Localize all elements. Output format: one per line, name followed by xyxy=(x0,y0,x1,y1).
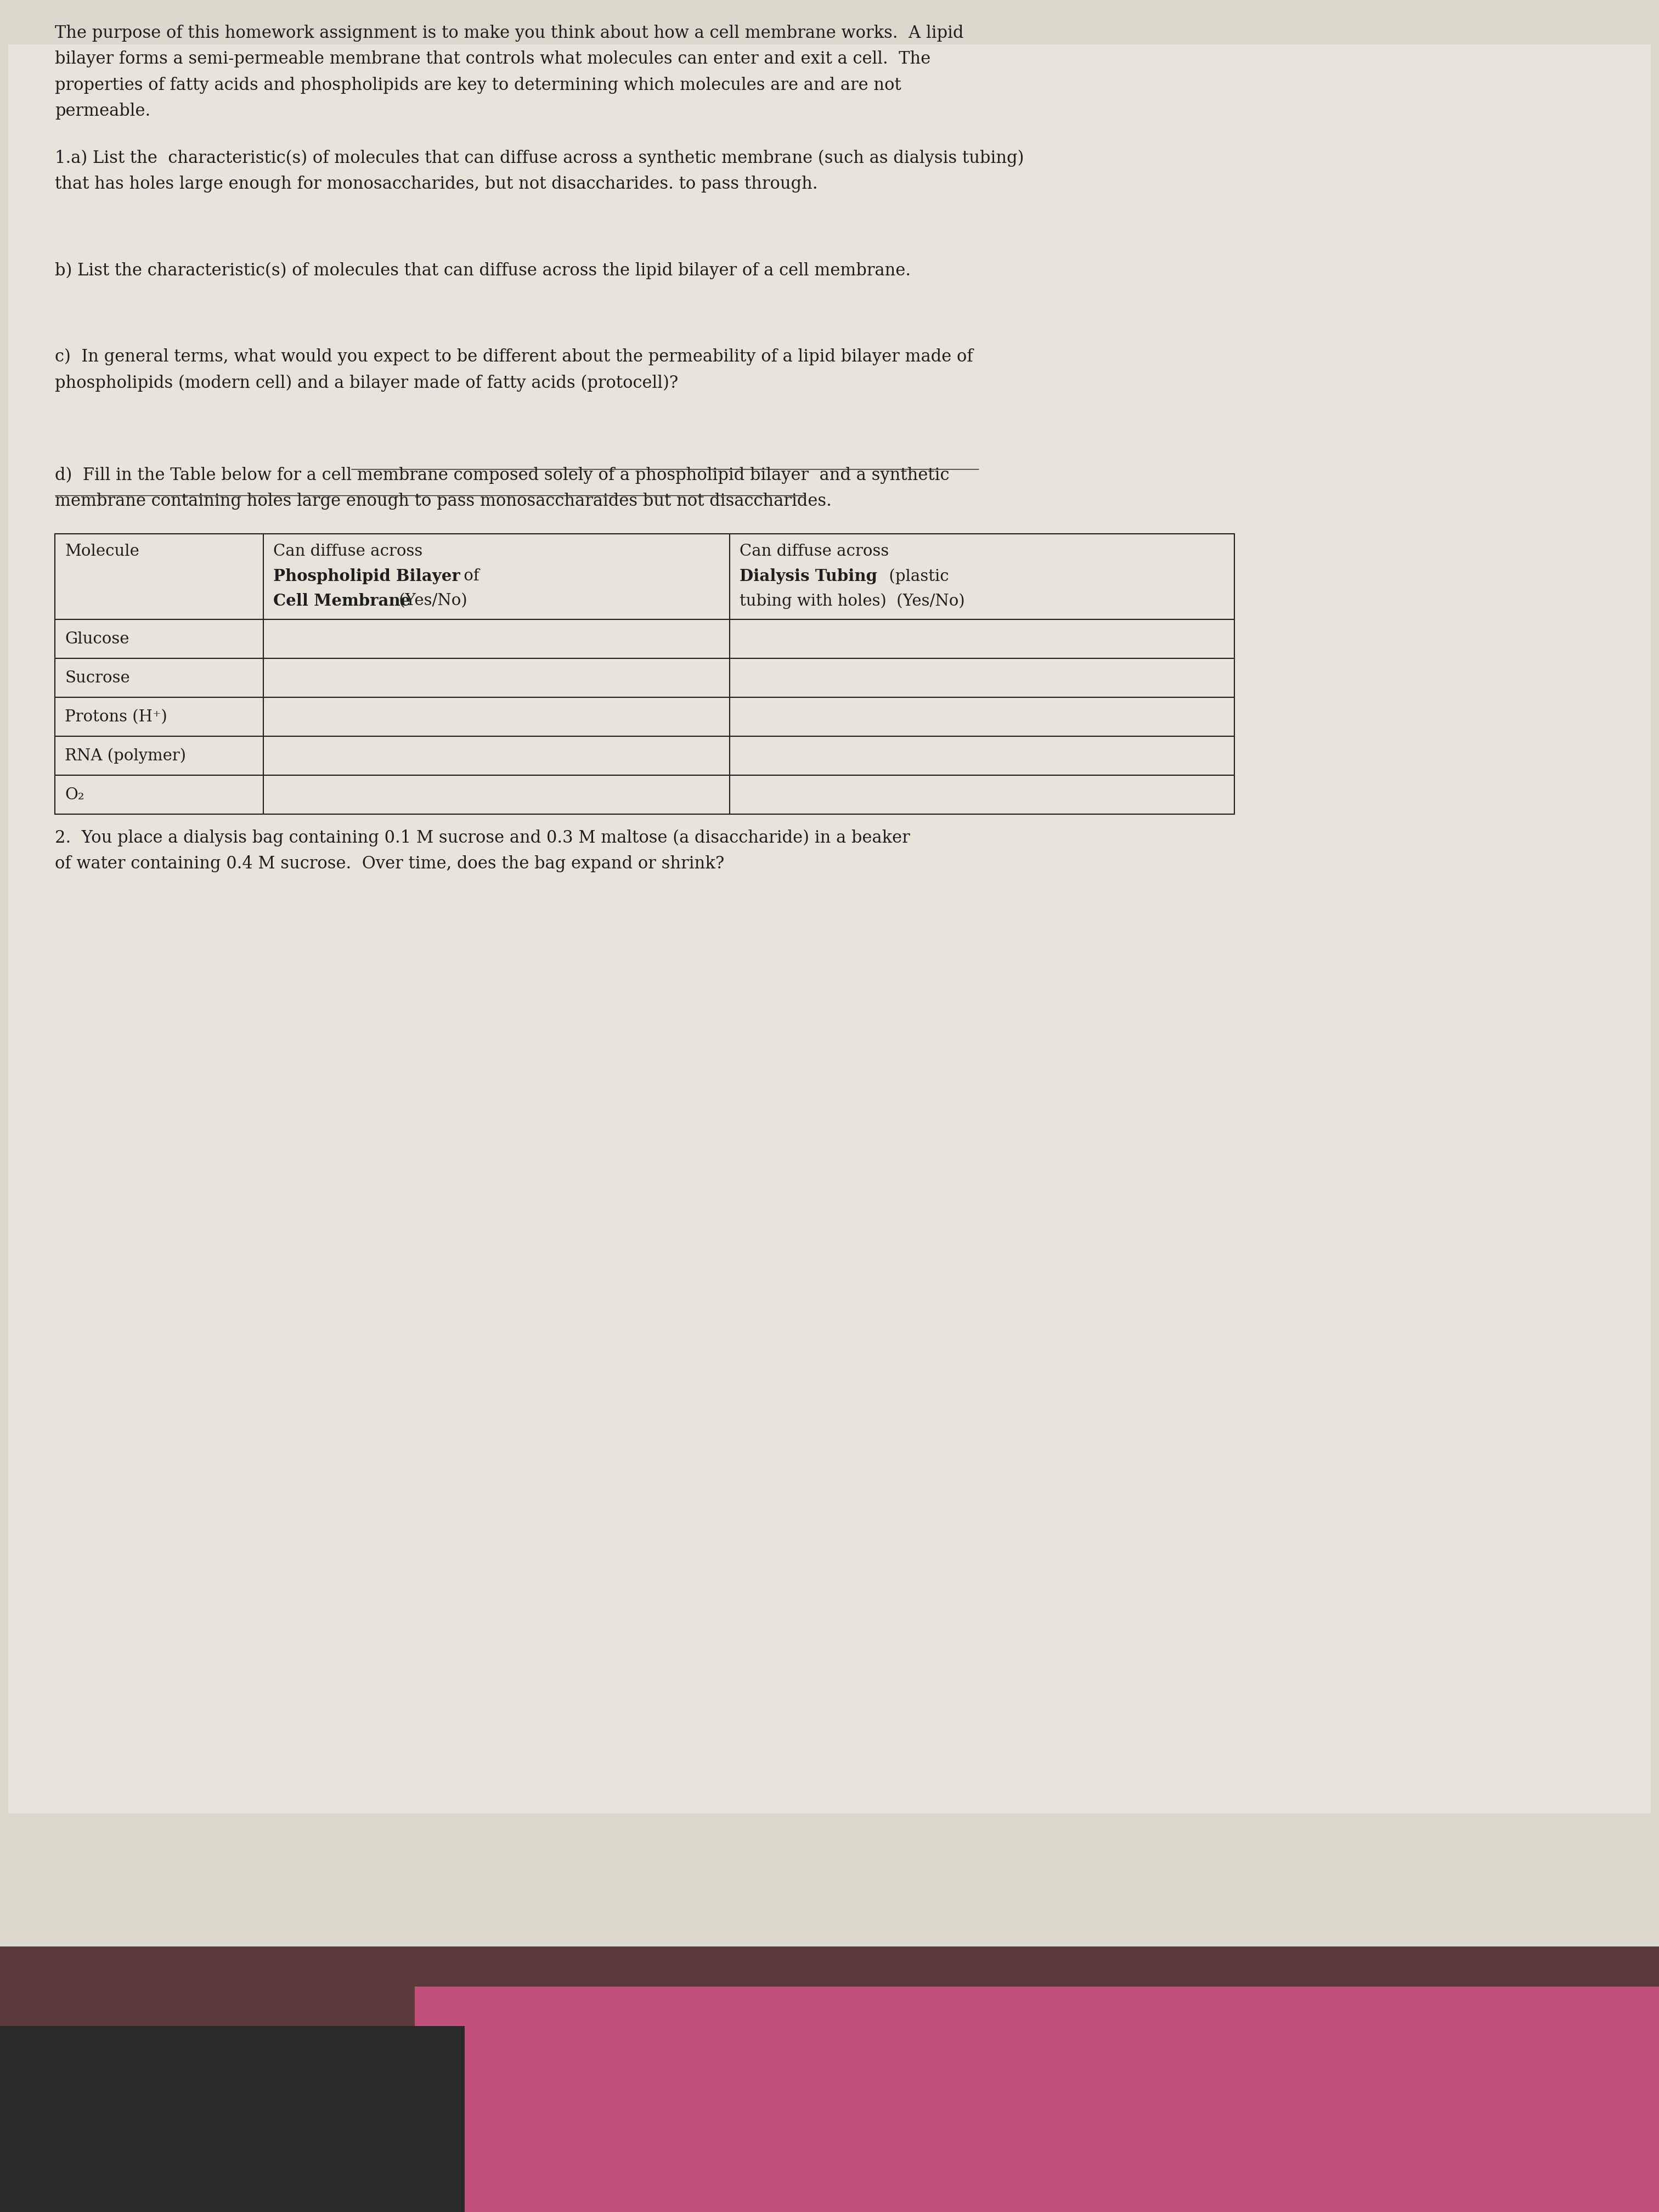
Bar xyxy=(55,533,1234,814)
Text: bilayer forms a semi-permeable membrane that controls what molecules can enter a: bilayer forms a semi-permeable membrane … xyxy=(55,51,931,69)
Text: Phospholipid Bilayer: Phospholipid Bilayer xyxy=(274,568,460,584)
Text: of water containing 0.4 M sucrose.  Over time, does the bag expand or shrink?: of water containing 0.4 M sucrose. Over … xyxy=(55,856,725,872)
Text: membrane containing holes large enough to pass monosaccharaides but not disaccha: membrane containing holes large enough t… xyxy=(55,493,831,509)
Text: b) List the characteristic(s) of molecules that can diffuse across the lipid bil: b) List the characteristic(s) of molecul… xyxy=(55,261,911,279)
Text: 2.  You place a dialysis bag containing 0.1 M sucrose and 0.3 M maltose (a disac: 2. You place a dialysis bag containing 0… xyxy=(55,830,911,847)
Text: (plastic: (plastic xyxy=(879,568,949,584)
Text: phospholipids (modern cell) and a bilayer made of fatty acids (protocell)?: phospholipids (modern cell) and a bilaye… xyxy=(55,374,679,392)
Text: Can diffuse across: Can diffuse across xyxy=(740,544,889,560)
Text: of: of xyxy=(460,568,479,584)
Text: O₂: O₂ xyxy=(65,787,85,803)
Text: Protons (H⁺): Protons (H⁺) xyxy=(65,710,168,726)
Text: Cell Membrane: Cell Membrane xyxy=(274,593,410,608)
Bar xyxy=(8,44,1651,1814)
Text: tubing with holes)  (Yes/No): tubing with holes) (Yes/No) xyxy=(740,593,966,608)
Bar xyxy=(415,1986,1659,2212)
Text: that has holes large enough for monosaccharides, but not disaccharides. to pass : that has holes large enough for monosacc… xyxy=(55,175,818,192)
Text: Can diffuse across: Can diffuse across xyxy=(274,544,423,560)
Text: Sucrose: Sucrose xyxy=(65,670,129,686)
Bar xyxy=(0,2026,465,2212)
Text: d)  Fill in the Table below for a cell membrane composed solely of a phospholipi: d) Fill in the Table below for a cell me… xyxy=(55,467,949,484)
Text: Dialysis Tubing: Dialysis Tubing xyxy=(740,568,878,584)
Text: 1.a) List the  characteristic(s) of molecules that can diffuse across a syntheti: 1.a) List the characteristic(s) of molec… xyxy=(55,150,1024,166)
Text: permeable.: permeable. xyxy=(55,102,151,119)
Text: c)  In general terms, what would you expect to be different about the permeabili: c) In general terms, what would you expe… xyxy=(55,347,974,365)
Text: The purpose of this homework assignment is to make you think about how a cell me: The purpose of this homework assignment … xyxy=(55,24,964,42)
Text: properties of fatty acids and phospholipids are key to determining which molecul: properties of fatty acids and phospholip… xyxy=(55,77,901,93)
Text: Molecule: Molecule xyxy=(65,544,139,560)
Text: RNA (polymer): RNA (polymer) xyxy=(65,748,186,763)
Text: Glucose: Glucose xyxy=(65,630,129,646)
Text: (Yes/No): (Yes/No) xyxy=(393,593,468,608)
Bar xyxy=(0,1947,1659,2212)
